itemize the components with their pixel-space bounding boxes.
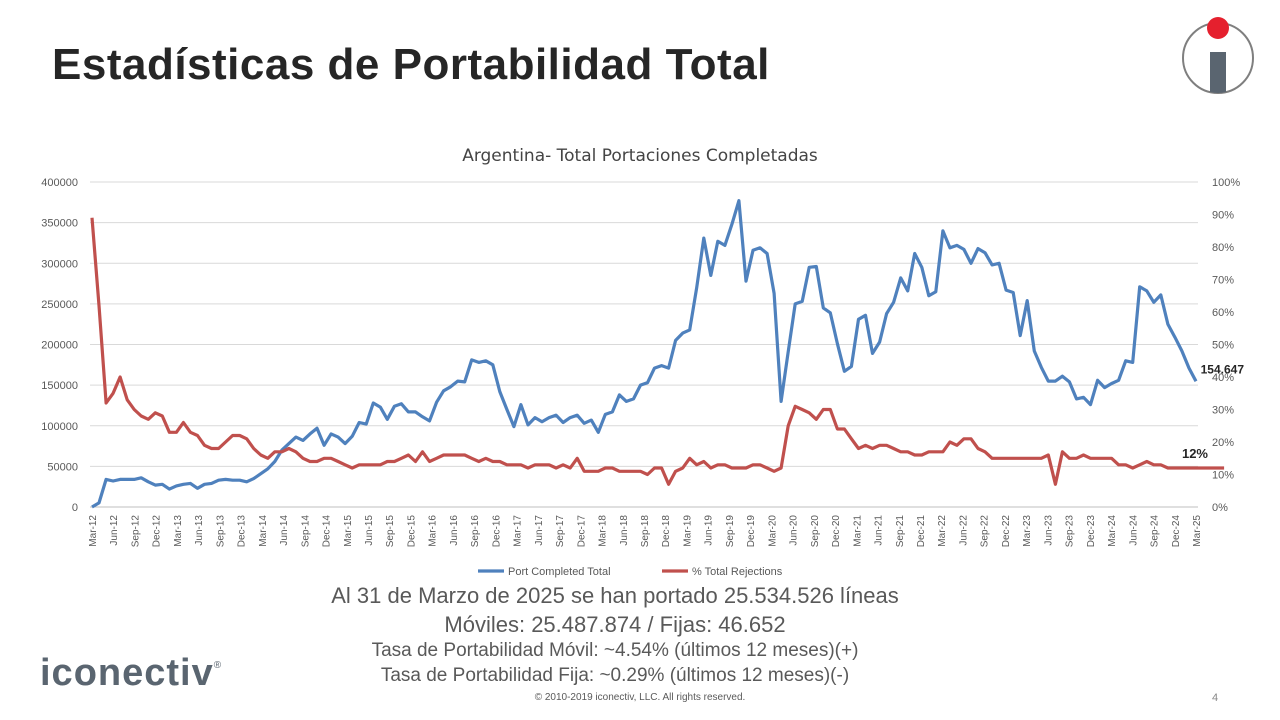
x-tick-label: Dec-12 — [152, 515, 163, 548]
x-tick-label: Mar-17 — [513, 515, 524, 547]
summary-fixed-rate: Tasa de Portabilidad Fija: ~0.29% (últim… — [380, 665, 850, 686]
x-tick-label: Mar-22 — [937, 515, 948, 547]
x-tick-label: Dec-15 — [406, 515, 417, 548]
legend-rejections-label: % Total Rejections — [692, 566, 783, 578]
y-right-tick-label: 100% — [1212, 177, 1240, 189]
summary-mobile-fixed: Móviles: 25.487.874 / Fijas: 46.652 — [444, 612, 786, 637]
y-left-tick-label: 100000 — [41, 421, 78, 433]
x-tick-label: Mar-21 — [852, 515, 863, 547]
y-right-tick-label: 40% — [1212, 372, 1234, 384]
x-tick-label: Jun-18 — [619, 515, 630, 546]
x-tick-label: Dec-14 — [322, 515, 333, 548]
x-tick-label: Dec-23 — [1086, 515, 1097, 548]
y-left-tick-label: 150000 — [41, 380, 78, 392]
summary-mobile-rate: Tasa de Portabilidad Móvil: ~4.54% (últi… — [371, 640, 859, 661]
brand-registered-mark: ® — [213, 660, 223, 671]
series-line-port-completed — [91, 199, 1198, 509]
y-left-tick-label: 50000 — [47, 461, 78, 473]
y-left-tick-label: 250000 — [41, 299, 78, 311]
y-right-tick-label: 70% — [1212, 275, 1234, 287]
x-tick-label: Mar-25 — [1192, 515, 1203, 547]
x-tick-label: Sep-13 — [215, 515, 226, 548]
x-tick-label: Sep-23 — [1065, 515, 1076, 548]
dual-axis-line-chart: 0 50000 100000 150000 200000 250000 300000 3500… — [41, 177, 1245, 578]
x-tick-label: Dec-20 — [831, 515, 842, 548]
x-tick-label: Sep-16 — [470, 515, 481, 548]
y-left-tick-label: 200000 — [41, 340, 78, 352]
x-tick-label: Sep-21 — [895, 515, 906, 548]
x-tick-label: Sep-22 — [980, 515, 991, 548]
y-right-tick-label: 50% — [1212, 340, 1234, 352]
chart-area: Argentina- Total Portaciones Completadas… — [0, 130, 1280, 580]
x-tick-label: Mar-15 — [343, 515, 354, 547]
copyright-notice: © 2010-2019 iconectiv, LLC. All rights r… — [534, 692, 746, 703]
x-tick-label: Jun-22 — [958, 515, 969, 546]
x-tick-label: Sep-14 — [300, 515, 311, 548]
y-right-tick-label: 0% — [1212, 502, 1228, 514]
annotation-last-port-value: 154.647 — [1201, 362, 1245, 376]
x-tick-label: Sep-15 — [385, 515, 396, 548]
y-left-tick-label: 0 — [72, 502, 78, 514]
x-tick-label: Jun-13 — [194, 515, 205, 546]
x-tick-label: Mar-13 — [173, 515, 184, 547]
x-tick-label: Sep-20 — [810, 515, 821, 548]
x-tick-label: Jun-12 — [109, 515, 120, 546]
x-tick-label: Mar-20 — [767, 515, 778, 547]
x-tick-label: Mar-12 — [88, 515, 99, 547]
x-tick-label: Dec-19 — [746, 515, 757, 548]
x-tick-label: Mar-14 — [258, 515, 269, 547]
x-tick-label: Mar-24 — [1107, 515, 1118, 547]
x-tick-label: Jun-21 — [874, 515, 885, 546]
chart-title: Argentina- Total Portaciones Completadas — [462, 146, 818, 166]
page-title: Estadísticas de Portabilidad Total — [52, 40, 770, 89]
x-tick-label: Dec-22 — [1001, 515, 1012, 548]
x-tick-label: Sep-24 — [1150, 515, 1161, 548]
y-right-tick-label: 60% — [1212, 307, 1234, 319]
x-tick-label: Jun-23 — [1043, 515, 1054, 546]
x-tick-label: Jun-19 — [704, 515, 715, 546]
y-right-tick-label: 90% — [1212, 210, 1234, 222]
y-right-tick-label: 20% — [1212, 437, 1234, 449]
x-tick-label: Mar-16 — [428, 515, 439, 547]
brand-wordmark: iconectiv® — [40, 652, 222, 695]
y-right-tick-label: 30% — [1212, 405, 1234, 417]
legend-port-completed-label: Port Completed Total — [508, 566, 611, 578]
series-line-rejections — [90, 217, 1225, 486]
summary-total-ported: Al 31 de Marzo de 2025 se han portado 25… — [331, 583, 899, 608]
iconectiv-logo-icon — [1182, 17, 1254, 94]
x-tick-label: Sep-12 — [130, 515, 141, 548]
x-tick-label: Dec-13 — [237, 515, 248, 548]
y-left-tick-label: 350000 — [41, 218, 78, 230]
x-tick-label: Dec-18 — [661, 515, 672, 548]
brand-name: iconectiv — [40, 652, 214, 694]
x-tick-label: Dec-24 — [1171, 515, 1182, 548]
page-number: 4 — [1212, 692, 1219, 704]
x-tick-label: Mar-19 — [682, 515, 693, 547]
x-tick-label: Dec-21 — [916, 515, 927, 548]
y-left-tick-label: 400000 — [41, 177, 78, 189]
x-tick-label: Jun-17 — [534, 515, 545, 546]
x-tick-label: Mar-23 — [1022, 515, 1033, 547]
y-right-tick-label: 80% — [1212, 242, 1234, 254]
x-tick-label: Sep-17 — [555, 515, 566, 548]
x-tick-label: Jun-16 — [449, 515, 460, 546]
x-tick-label: Sep-19 — [725, 515, 736, 548]
y-left-tick-label: 300000 — [41, 258, 78, 270]
x-tick-label: Jun-20 — [789, 515, 800, 546]
x-tick-label: Dec-17 — [576, 515, 587, 548]
x-tick-label: Jun-24 — [1128, 515, 1139, 546]
x-tick-label: Dec-16 — [491, 515, 502, 548]
x-tick-label: Sep-18 — [640, 515, 651, 548]
annotation-last-rejection-value: 12% — [1182, 446, 1208, 461]
x-tick-label: Jun-15 — [364, 515, 375, 546]
x-tick-label: Jun-14 — [279, 515, 290, 546]
y-right-tick-label: 10% — [1212, 470, 1234, 482]
x-tick-label: Mar-18 — [598, 515, 609, 547]
